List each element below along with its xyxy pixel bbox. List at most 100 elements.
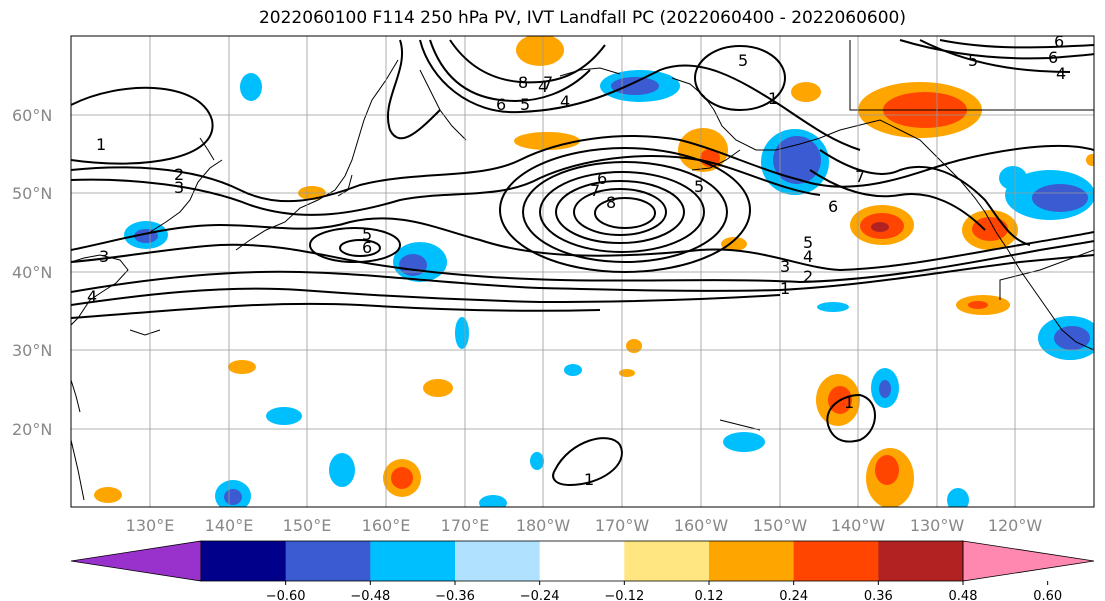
lon-label: 170°W (595, 516, 650, 535)
contour-label: 3 (99, 247, 109, 266)
colorbar-tick-label: −0.36 (435, 589, 475, 601)
contour-label: 2 (174, 165, 184, 184)
contour-label: 8 (518, 73, 528, 92)
colorbar-tick-label: 0.60 (1033, 589, 1062, 601)
pv-positive-area (423, 379, 453, 397)
contour-label: 4 (560, 92, 570, 111)
contour-label: 4 (803, 247, 813, 266)
lon-label: 140°W (831, 516, 886, 535)
lon-label: 120°W (988, 516, 1043, 535)
colorbar-segment (285, 541, 371, 581)
contour-label: 7 (590, 181, 600, 200)
contour-label: 4 (538, 77, 548, 96)
pv-negative-area (479, 495, 507, 507)
pv-positive-area (1086, 154, 1094, 166)
lat-label: 40°N (12, 263, 52, 282)
contour-label: 4 (1056, 64, 1066, 83)
colorbar-segment (793, 541, 879, 581)
pv-positive-core (972, 217, 1008, 241)
colorbar-tick-label: 0.48 (949, 589, 978, 601)
pv-negative-core (1032, 184, 1088, 212)
contour-label: 1 (780, 279, 790, 298)
lon-label: 150°E (283, 516, 332, 535)
contour-line (522, 161, 728, 263)
colorbar-segment (878, 541, 964, 581)
pv-negative-area (723, 432, 765, 452)
colorbar-extension-low (70, 540, 202, 582)
colorbar-tick-label: 0.12 (695, 589, 724, 601)
contour-label: 5 (968, 51, 978, 70)
colorbar-outline (200, 540, 964, 582)
colorbar-tick-label: 0.36 (864, 589, 893, 601)
contour-line (71, 240, 1094, 284)
pv-negative-area (530, 452, 544, 470)
colorbar-tick-label: −0.24 (520, 589, 560, 601)
contour-label: 5 (694, 177, 704, 196)
contour-line (552, 437, 623, 487)
pv-positive-area (619, 369, 635, 377)
pv-negative-area (240, 73, 262, 101)
colorbar-segment (370, 541, 456, 581)
pv-negative-core (399, 254, 427, 276)
contour-label: 6 (1048, 48, 1058, 67)
contour-line (71, 287, 781, 306)
contour-label: 1 (768, 89, 778, 108)
contour-line (71, 155, 821, 216)
lat-label: 60°N (12, 106, 52, 125)
contour-label: 3 (780, 257, 790, 276)
lat-label: 50°N (12, 184, 52, 203)
map-area: 1 2 3 5 6 4 6 5 4 8 7 5 7 6 6 7 8 5 4 3 … (71, 36, 1094, 507)
contour-line (899, 39, 1094, 60)
contour-line (919, 39, 1071, 73)
contour-line (539, 171, 705, 253)
contour-line (819, 149, 1031, 246)
coastlines (71, 40, 1094, 501)
pv-negative-area (947, 488, 969, 507)
pv-positive-area (228, 360, 256, 374)
colorbar-tick-label: −0.12 (604, 589, 644, 601)
pv-positive-core (391, 467, 413, 489)
colorbar: −0.60 −0.48 −0.36 −0.24 −0.12 0.12 0.24 0.36 0.4… (70, 540, 1095, 601)
contour-line (809, 169, 986, 231)
pv-positive-area (721, 237, 747, 251)
contour-label: 6 (828, 197, 838, 216)
colorbar-segment (539, 541, 625, 581)
ivt-contours (71, 39, 1094, 487)
contour-line (499, 147, 751, 273)
contour-labels: 1 2 3 5 6 4 6 5 4 8 7 5 7 6 6 7 8 5 4 3 … (87, 36, 1066, 489)
contour-label: 5 (803, 233, 813, 252)
graticule (71, 36, 1094, 507)
pv-negative-area (455, 317, 469, 349)
contour-label: 7 (543, 73, 553, 92)
map-frame (70, 35, 1095, 508)
contour-line (555, 180, 685, 244)
contour-label: 4 (87, 287, 97, 306)
contour-label: 6 (362, 238, 372, 257)
pv-negative-area (817, 302, 849, 312)
colorbar-tick-label: −0.48 (350, 589, 390, 601)
longitude-labels: 130°E 140°E 150°E 160°E 170°E 180°W 170°… (126, 516, 1043, 535)
pv-positive-area (94, 487, 122, 503)
contour-line (339, 239, 381, 257)
pv-negative-area (266, 407, 302, 425)
latitude-labels: 60°N 50°N 40°N 30°N 20°N (12, 106, 52, 439)
contour-line (387, 39, 441, 140)
pv-negative-area (999, 166, 1027, 190)
contour-line (573, 188, 667, 236)
contour-label: 7 (855, 167, 865, 186)
contour-label: 2 (803, 267, 813, 286)
pv-positive-area (791, 82, 821, 102)
colorbar-segment (709, 541, 795, 581)
lon-label: 160°E (362, 516, 411, 535)
lon-label: 140°E (205, 516, 254, 535)
lat-label: 30°N (12, 341, 52, 360)
contour-line (309, 227, 401, 263)
contour-line (71, 302, 601, 319)
pv-positive-core (968, 301, 988, 309)
contour-label: 5 (520, 95, 530, 114)
contour-line (939, 39, 1094, 49)
pv-positive-core (875, 455, 899, 485)
contour-line (71, 86, 214, 165)
contour-line (594, 197, 656, 229)
contour-label: 6 (597, 169, 607, 188)
